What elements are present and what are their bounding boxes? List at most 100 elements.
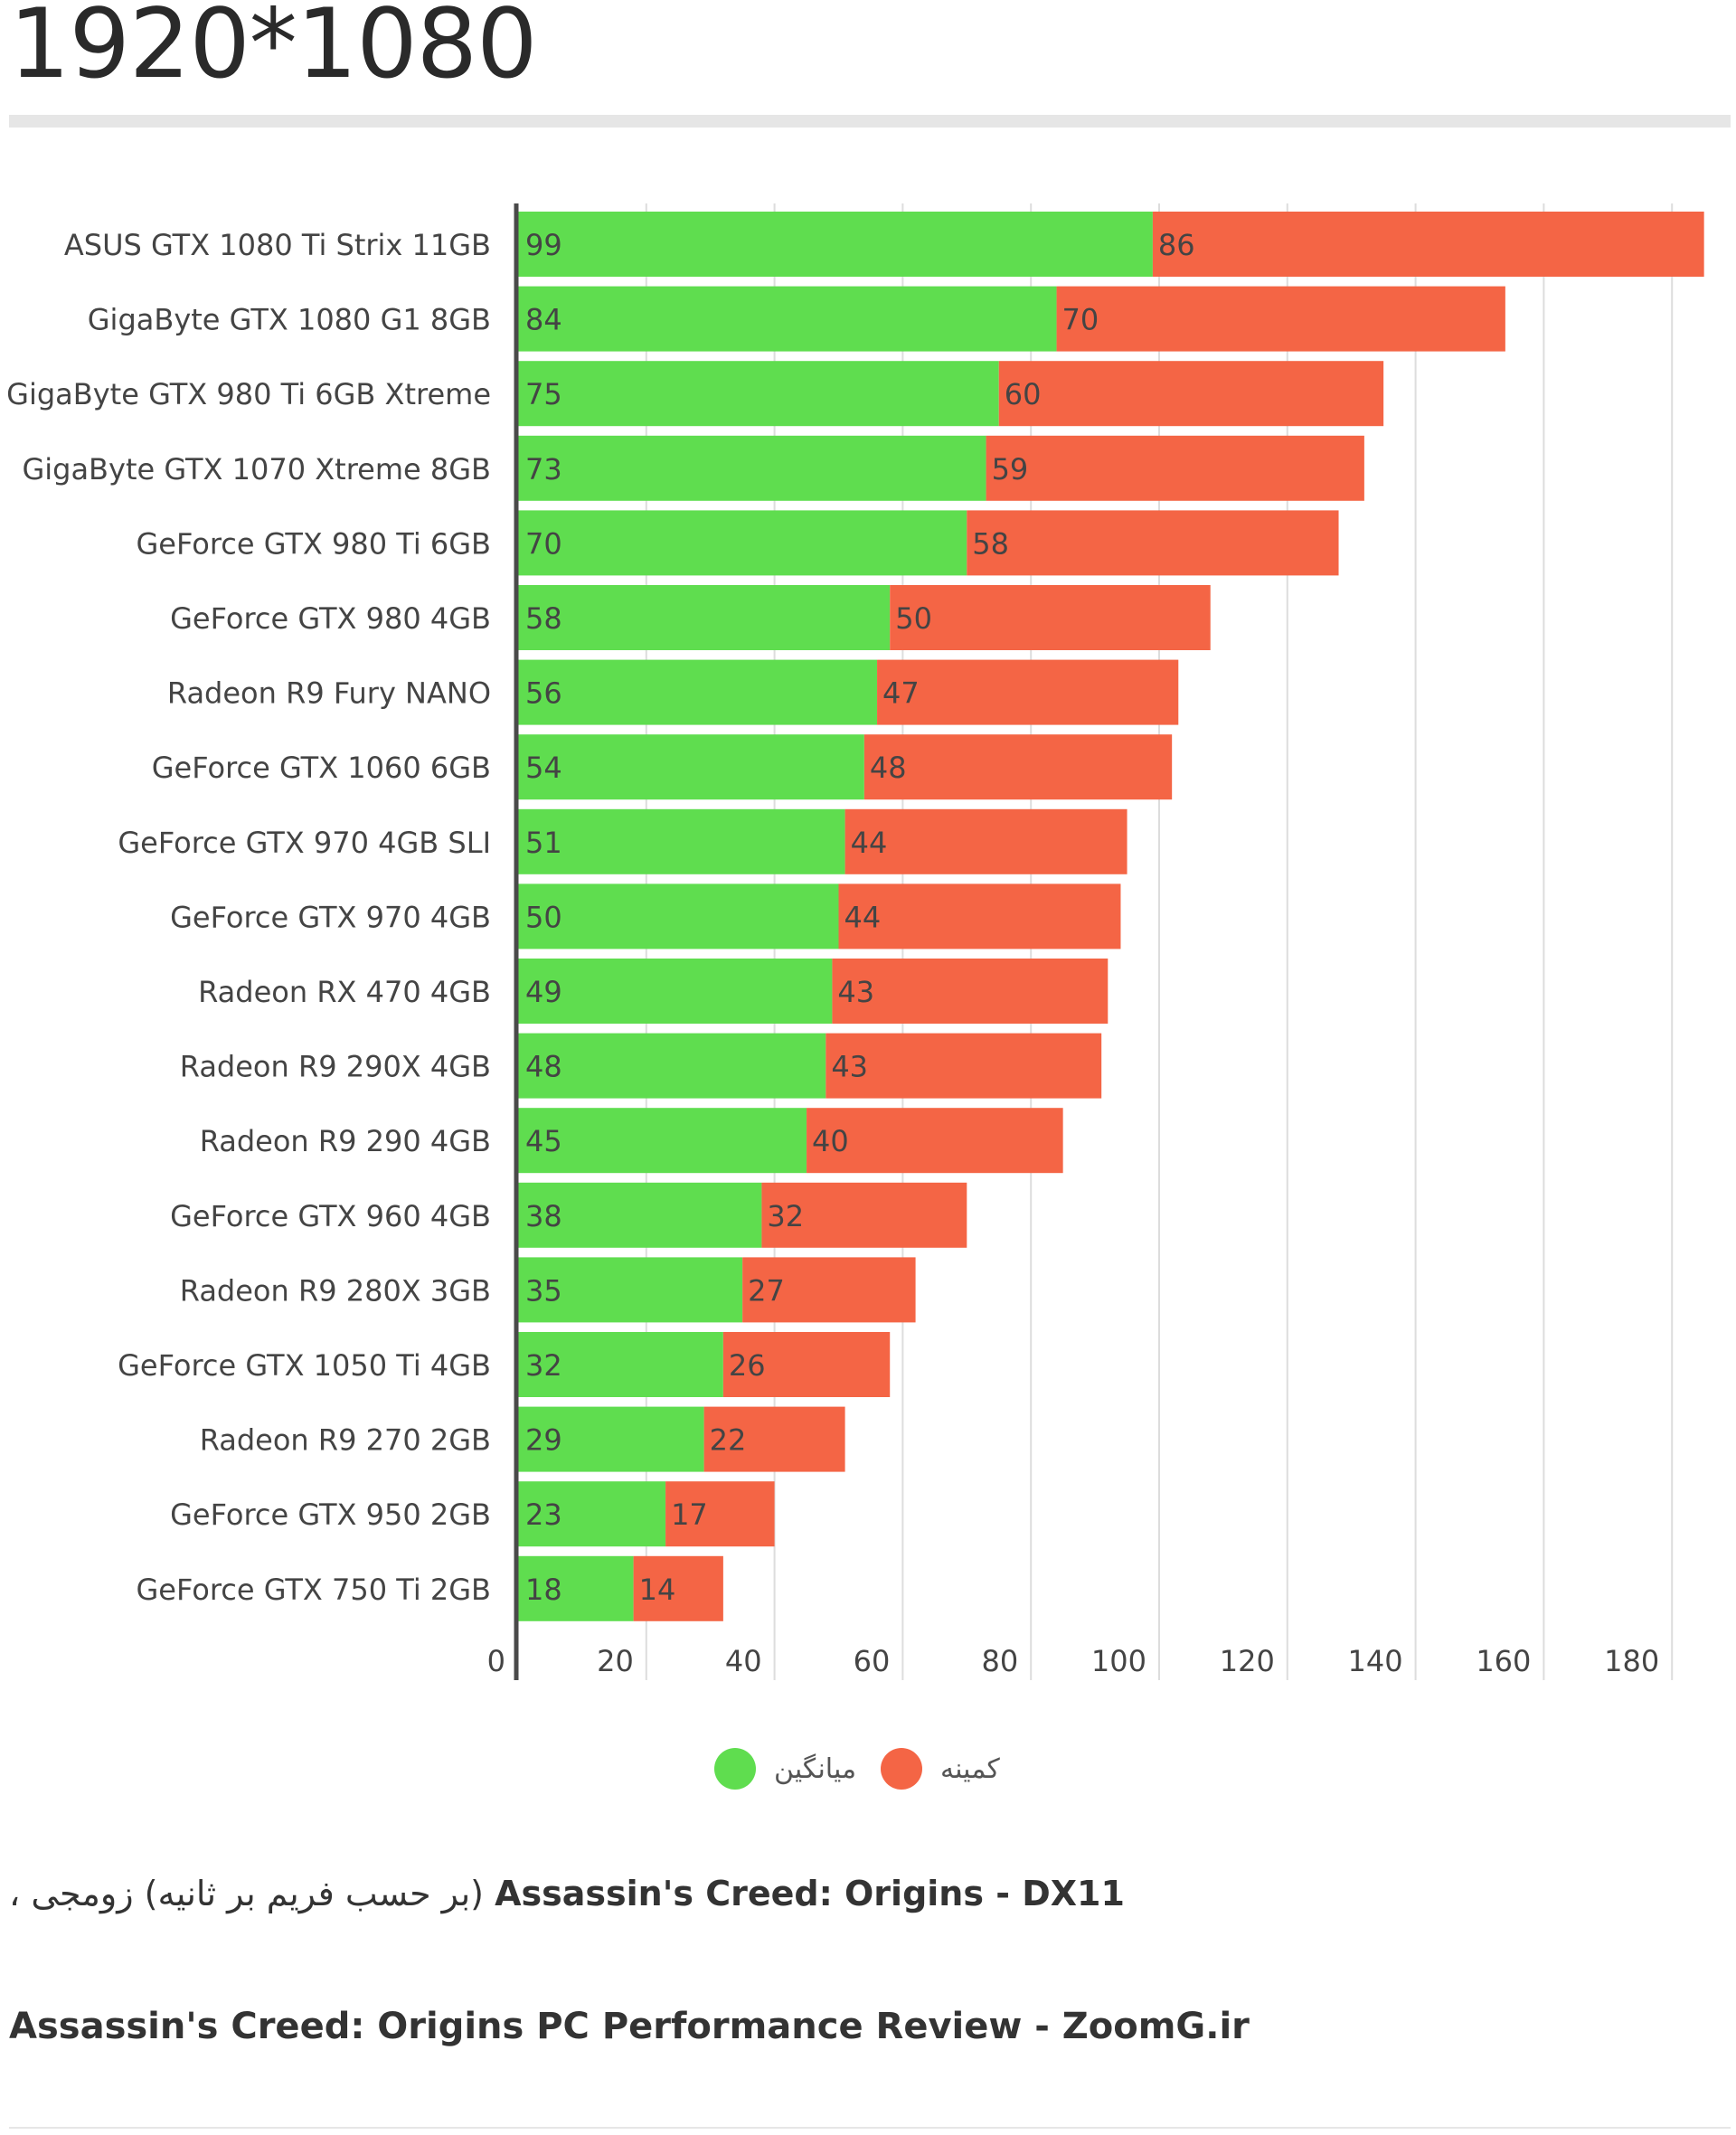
category-label: Radeon RX 470 4GB (198, 975, 491, 1009)
data-label-minimum: 14 (639, 1573, 676, 1607)
bar-minimum (1056, 286, 1505, 352)
data-label-average: 99 (525, 228, 562, 262)
data-label-minimum: 32 (767, 1199, 804, 1233)
bar-average (518, 1555, 634, 1621)
legend-label-minimum: کمینه (940, 1752, 1000, 1785)
category-label: GeForce GTX 1060 6GB (152, 751, 491, 785)
data-label-minimum: 48 (870, 751, 907, 785)
category-label: GeForce GTX 950 2GB (170, 1497, 491, 1532)
x-tick-label: 140 (1348, 1644, 1403, 1678)
data-label-average: 73 (525, 452, 562, 487)
category-label: Radeon R9 Fury NANO (167, 676, 491, 711)
data-label-minimum: 59 (992, 452, 1029, 487)
bar-average (518, 510, 967, 576)
caption-english: Assassin's Creed: Origins - DX11 (495, 1874, 1125, 1913)
bar-minimum (844, 808, 1127, 874)
legend-swatch-average (714, 1748, 756, 1790)
x-tick-label: 20 (597, 1644, 634, 1678)
category-label: GigaByte GTX 1080 G1 8GB (88, 303, 491, 337)
data-label-average: 48 (525, 1050, 562, 1084)
resolution-title: 1920*1080 (9, 0, 538, 99)
x-tick-label: 40 (725, 1644, 762, 1678)
data-label-average: 70 (525, 526, 562, 561)
data-label-minimum: 22 (710, 1423, 747, 1458)
bar-minimum (967, 510, 1339, 576)
bar-average (518, 435, 986, 501)
bar-average (518, 1257, 743, 1323)
bar-average (518, 1332, 723, 1397)
data-label-average: 35 (525, 1273, 562, 1308)
x-tick-label: 120 (1220, 1644, 1275, 1678)
bar-minimum (703, 1406, 845, 1472)
data-label-average: 29 (525, 1423, 562, 1458)
data-label-minimum: 44 (851, 826, 888, 860)
bottom-divider (9, 2127, 1731, 2129)
category-label: Radeon R9 290 4GB (200, 1124, 491, 1158)
x-tick-label: 0 (487, 1644, 505, 1678)
category-label: GeForce GTX 750 Ti 2GB (136, 1573, 491, 1607)
bar-minimum (633, 1555, 723, 1621)
category-label: Radeon R9 280X 3GB (180, 1273, 491, 1308)
category-label: GigaByte GTX 1070 Xtreme 8GB (22, 452, 491, 487)
data-label-average: 45 (525, 1124, 562, 1158)
data-label-average: 84 (525, 303, 562, 337)
x-tick-label: 160 (1476, 1644, 1531, 1678)
category-label: GeForce GTX 980 4GB (170, 601, 491, 636)
bar-average (518, 1033, 826, 1099)
chart-caption: (بر حسب فریم بر ثانیه) زومجی ، Assassin'… (9, 1874, 1125, 1913)
x-tick-label: 60 (854, 1644, 891, 1678)
x-tick-label: 100 (1091, 1644, 1146, 1678)
bar-average (518, 1481, 666, 1547)
bar-minimum (1152, 212, 1704, 277)
data-label-average: 32 (525, 1348, 562, 1383)
data-label-average: 38 (525, 1199, 562, 1233)
category-label: Radeon R9 270 2GB (200, 1423, 491, 1458)
bar-minimum (722, 1332, 891, 1397)
data-label-minimum: 27 (748, 1273, 785, 1308)
data-label-average: 54 (525, 751, 562, 785)
bar-minimum (863, 734, 1173, 800)
bar-average (518, 361, 999, 427)
legend-label-average: میانگین (774, 1752, 857, 1785)
category-label: GigaByte GTX 980 Ti 6GB Xtreme (6, 377, 491, 411)
bar-average (518, 808, 845, 874)
data-label-minimum: 44 (844, 900, 882, 934)
bar-minimum (890, 585, 1211, 650)
caption-persian: (بر حسب فریم بر ثانیه) زومجی ، (9, 1874, 485, 1913)
data-label-minimum: 60 (1005, 377, 1042, 411)
bar-average (518, 1108, 807, 1174)
legend: میانگین کمینه (0, 1742, 1736, 1796)
bar-minimum (742, 1257, 916, 1323)
data-label-minimum: 17 (671, 1497, 708, 1532)
bar-minimum (832, 959, 1109, 1024)
x-tick-label: 180 (1604, 1644, 1659, 1678)
legend-item-average: میانگین (714, 1742, 856, 1796)
bar-average (518, 734, 864, 800)
bar-average (518, 959, 833, 1024)
bar-minimum (826, 1033, 1102, 1099)
data-label-minimum: 70 (1062, 303, 1099, 337)
bar-average (518, 1182, 762, 1248)
bar-average (518, 883, 839, 949)
title-divider (9, 115, 1731, 128)
bar-minimum (807, 1108, 1063, 1174)
data-label-average: 75 (525, 377, 562, 411)
bar-chart: 0 20 40 60 80 100 120 140 160 180 ASUS GTX 1080 Ti… (6, 203, 1704, 1680)
category-label: Radeon R9 290X 4GB (180, 1050, 491, 1084)
bars (518, 212, 1704, 1621)
data-label-minimum: 47 (882, 676, 920, 711)
source-line: Assassin's Creed: Origins PC Performance… (9, 2006, 1250, 2047)
data-label-minimum: 50 (895, 601, 932, 636)
category-label: GeForce GTX 970 4GB (170, 900, 491, 934)
data-label-average: 51 (525, 826, 562, 860)
data-label-minimum: 40 (812, 1124, 849, 1158)
category-label: GeForce GTX 960 4GB (170, 1199, 491, 1233)
data-label-minimum: 86 (1158, 228, 1195, 262)
bar-average (518, 585, 891, 650)
bar-average (518, 1406, 704, 1472)
data-label-average: 18 (525, 1573, 562, 1607)
data-label-average: 23 (525, 1497, 562, 1532)
bar-average (518, 212, 1153, 277)
data-label-minimum: 43 (837, 975, 874, 1009)
category-label: GeForce GTX 970 4GB SLI (118, 826, 491, 860)
